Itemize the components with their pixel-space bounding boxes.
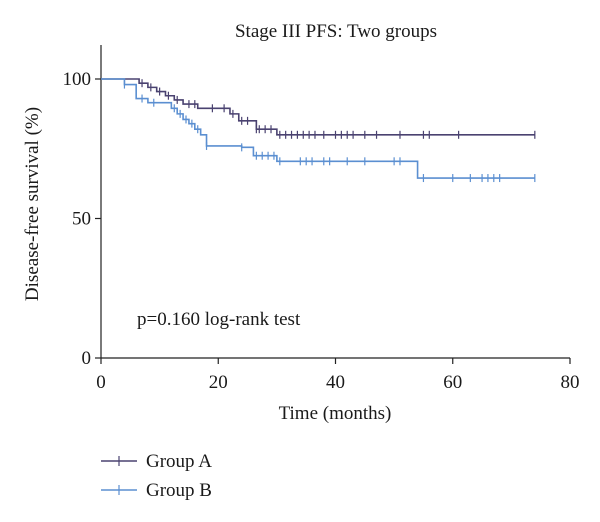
legend-label-group-a: Group A bbox=[146, 451, 212, 472]
legend-item-group-a: Group A bbox=[101, 451, 212, 472]
curve-group-a bbox=[101, 78, 535, 136]
survival-curves bbox=[101, 78, 536, 183]
y-axis-label: Disease-free survival (%) bbox=[22, 107, 43, 301]
x-tick-label: 40 bbox=[326, 372, 345, 393]
x-tick-label: 0 bbox=[96, 372, 106, 393]
y-tick-label: 0 bbox=[82, 348, 92, 369]
chart-title: Stage III PFS: Two groups bbox=[235, 21, 437, 42]
y-tick-label: 50 bbox=[72, 209, 91, 230]
x-tick-label: 20 bbox=[209, 372, 228, 393]
x-tick-label: 60 bbox=[443, 372, 462, 393]
x-ticks: 0 20 40 60 80 bbox=[96, 358, 580, 393]
legend: Group A Group B bbox=[101, 451, 212, 501]
legend-item-group-b: Group B bbox=[101, 480, 212, 501]
p-value-annotation: p=0.160 log-rank test bbox=[137, 309, 301, 330]
x-tick-label: 80 bbox=[561, 372, 580, 393]
y-tick-label: 100 bbox=[63, 69, 92, 90]
x-axis-label: Time (months) bbox=[279, 403, 392, 424]
y-ticks: 0 50 100 bbox=[63, 69, 101, 369]
legend-label-group-b: Group B bbox=[146, 480, 212, 501]
